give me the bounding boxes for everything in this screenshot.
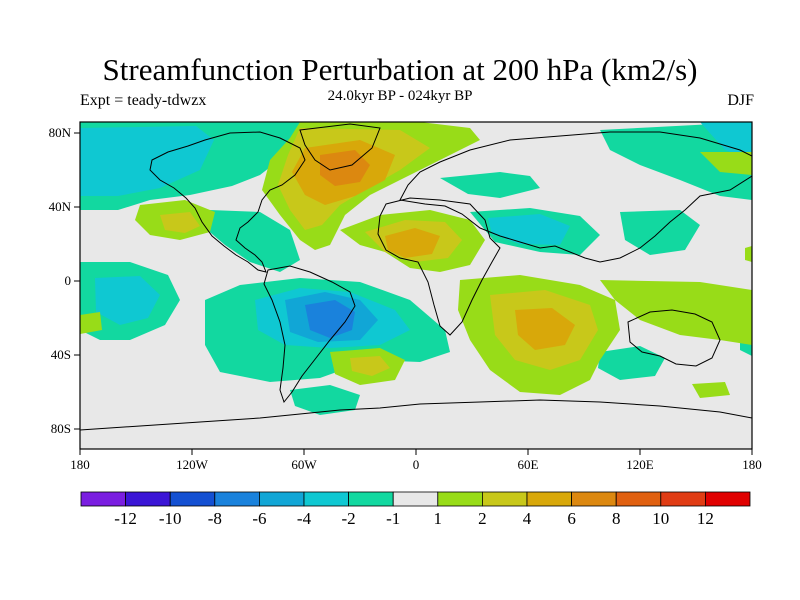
colorbar-swatch — [125, 491, 171, 507]
contour-region — [95, 276, 160, 325]
lon-tick-label: 60E — [518, 457, 539, 472]
lat-tick-label: 80N — [49, 125, 72, 140]
contour-region — [290, 385, 360, 415]
contour-region — [80, 126, 214, 196]
colorbar-label: -1 — [386, 509, 400, 528]
contour-region — [745, 246, 752, 262]
colorbar-label: 4 — [523, 509, 532, 528]
lat-tick-label: 0 — [65, 273, 72, 288]
contour-region — [350, 356, 390, 376]
lat-tick-label: 40S — [51, 347, 71, 362]
contour-region — [600, 122, 752, 200]
contour-region — [600, 280, 752, 345]
colorbar-label: -12 — [114, 509, 137, 528]
lon-tick-label: 180 — [70, 457, 90, 472]
chart-title: Streamfunction Perturbation at 200 hPa (… — [102, 52, 698, 87]
coastline-eurasia — [399, 131, 752, 263]
colorbar-swatch — [526, 491, 572, 507]
colorbar-swatch — [571, 491, 617, 507]
colorbar-label: -8 — [208, 509, 222, 528]
coastline-africa — [377, 197, 501, 336]
contour-region — [80, 312, 102, 334]
colorbar-label: 8 — [612, 509, 621, 528]
lat-tick-label: 80S — [51, 421, 71, 436]
colorbar-swatch — [437, 491, 483, 507]
contour-region — [515, 308, 575, 350]
colorbar-swatch — [303, 491, 349, 507]
contour-region — [385, 228, 440, 258]
lon-tick-label: 180 — [742, 457, 762, 472]
colorbar-label: -2 — [342, 509, 356, 528]
colorbar-swatch — [481, 491, 528, 507]
contour-region — [700, 152, 752, 175]
colorbar-swatch — [615, 491, 662, 507]
coastline-north-america — [149, 131, 306, 273]
colorbar-label: -6 — [252, 509, 266, 528]
colorbar-swatch — [80, 491, 126, 507]
colorbar-swatch — [705, 491, 751, 507]
colorbar-swatch — [348, 491, 394, 507]
coastline-south-america — [263, 265, 356, 404]
coastline-australia — [627, 309, 721, 367]
colorbar-label: -4 — [297, 509, 312, 528]
colorbar-swatch — [169, 491, 216, 507]
colorbar-label: 12 — [697, 509, 714, 528]
contour-region — [692, 382, 730, 398]
colorbar-label: -10 — [159, 509, 182, 528]
time-range-label: 24.0kyr BP - 024kyr BP — [327, 88, 473, 104]
colorbar-label: 2 — [478, 509, 487, 528]
colorbar-swatch — [214, 491, 260, 507]
contour-region — [700, 122, 752, 160]
contour-region — [620, 210, 700, 255]
lat-ticks — [74, 132, 80, 430]
colorbar-label: 6 — [567, 509, 576, 528]
coastline-antarctica — [80, 399, 752, 431]
colorbar-swatch — [392, 491, 439, 507]
colorbar-label: 1 — [434, 509, 443, 528]
coastlines — [80, 123, 752, 431]
colorbar-swatch — [258, 491, 305, 507]
colorbar: -12 -10 -8 -6 -4 -2 -1 1 2 4 6 8 10 12 — [80, 491, 751, 528]
contour-region — [205, 210, 300, 272]
season-label: DJF — [727, 92, 754, 109]
contour-region — [598, 346, 665, 380]
lon-ticks — [79, 449, 753, 455]
contour-region — [320, 150, 370, 186]
contour-region — [160, 212, 200, 233]
lon-tick-label: 120E — [626, 457, 654, 472]
lat-tick-label: 40N — [49, 199, 72, 214]
coastline-greenland — [299, 123, 381, 171]
colorbar-swatch — [660, 491, 706, 507]
lon-tick-label: 60W — [291, 457, 317, 472]
contour-region — [305, 300, 355, 338]
experiment-label: Expt = teady-tdwzx — [80, 92, 207, 109]
colorbar-label: 10 — [652, 509, 669, 528]
lon-tick-label: 0 — [413, 457, 420, 472]
lon-tick-label: 120W — [176, 457, 209, 472]
contour-region — [440, 172, 540, 198]
contour-region — [488, 214, 570, 245]
